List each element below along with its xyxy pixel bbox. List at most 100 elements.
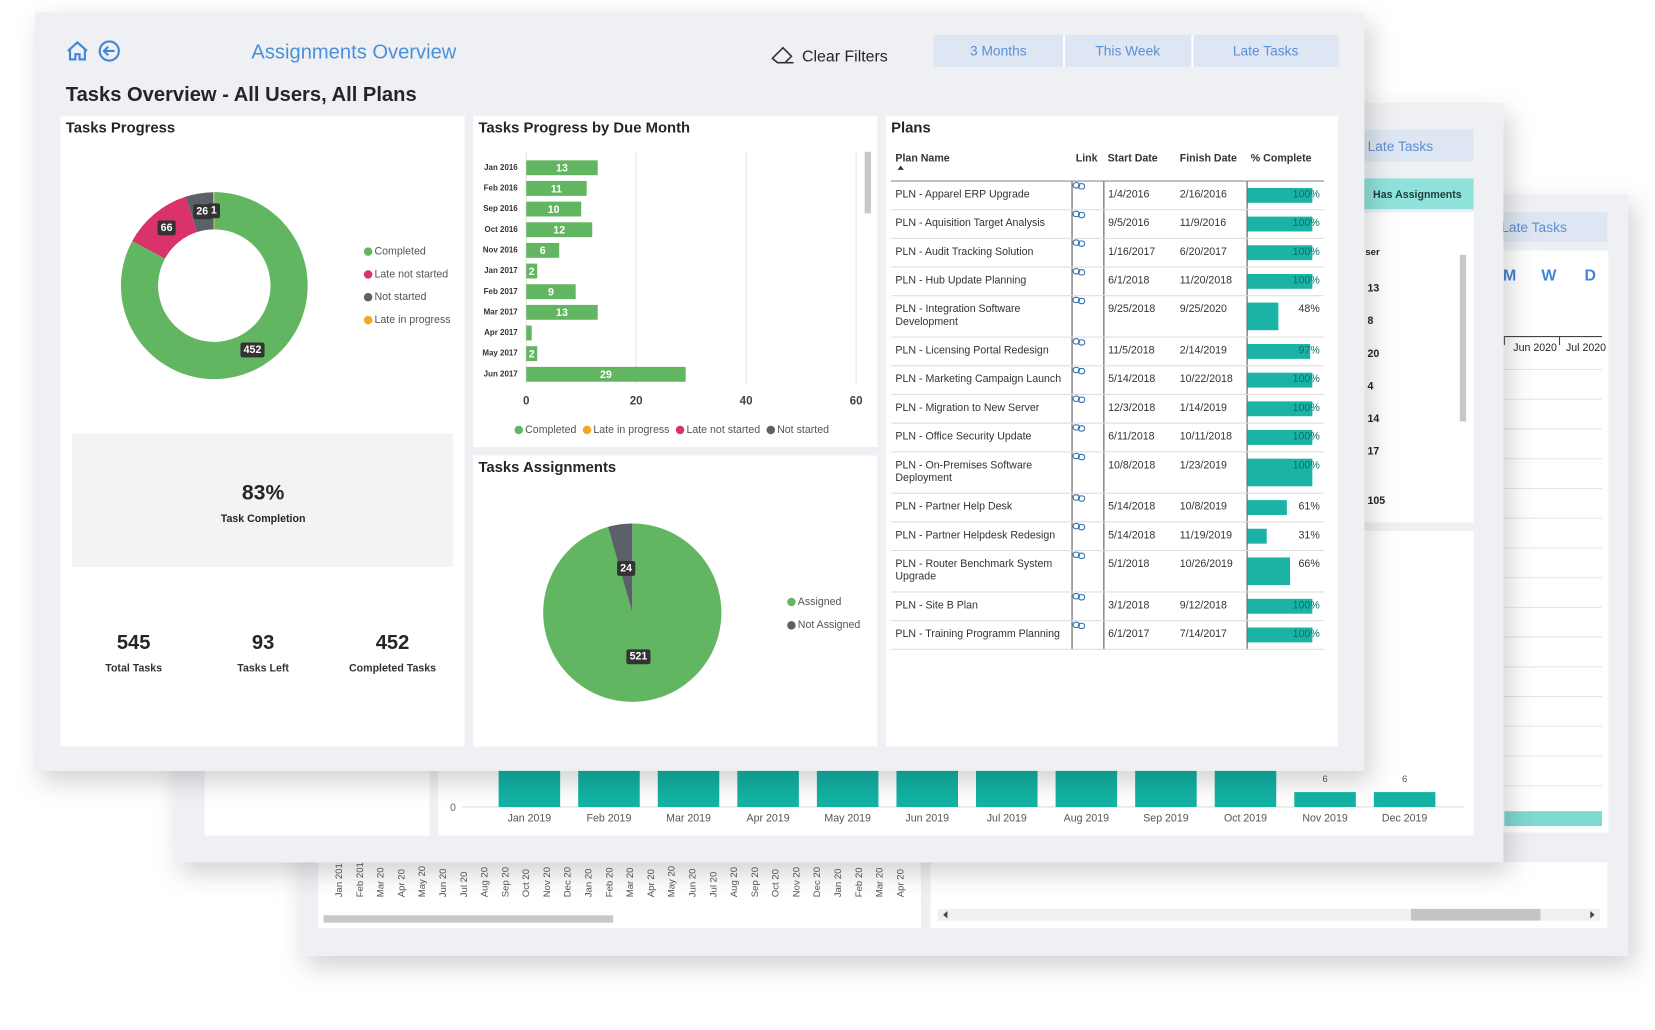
column-header: Finish Date xyxy=(1175,148,1247,182)
link-icon[interactable] xyxy=(1072,239,1085,247)
link-icon[interactable] xyxy=(1072,621,1085,630)
table-body: PLN - Apparel ERP Upgrade 1/4/2016 2/16/20… xyxy=(891,181,1325,650)
column-header-text: % Complete xyxy=(1250,152,1312,165)
scrollbar[interactable] xyxy=(864,151,871,214)
link-icon[interactable] xyxy=(1072,268,1085,276)
y-tick-label: Apr 2017 xyxy=(484,328,518,337)
eraser-icon[interactable] xyxy=(771,46,794,64)
link-icon[interactable] xyxy=(1072,210,1085,219)
column-header: Link xyxy=(1071,148,1104,182)
filter-button[interactable]: Late Tasks xyxy=(1501,220,1567,235)
filter-button[interactable]: This Week xyxy=(1095,44,1160,59)
cell-value: 4 xyxy=(1368,380,1374,392)
link-icon[interactable] xyxy=(1072,551,1085,560)
finish-date: 2/14/2019 xyxy=(1175,337,1248,367)
link-cell xyxy=(1071,394,1104,424)
percent-label: 31% xyxy=(1298,529,1320,542)
timeline-label: Jun 2020 xyxy=(1513,342,1557,354)
bar xyxy=(526,263,538,279)
toggle-button[interactable]: Has Assignments xyxy=(1373,189,1462,201)
plan-name: PLN - Partner Help Desk xyxy=(891,493,1073,523)
start-date: 5/14/2018 xyxy=(1103,521,1176,552)
x-tick-label: 20 xyxy=(630,394,643,407)
x-tick-label: Jan 20 xyxy=(833,869,844,898)
link-icon[interactable] xyxy=(1072,424,1085,432)
label-box xyxy=(207,203,221,219)
link-cell xyxy=(1071,591,1104,622)
sort-indicator xyxy=(897,165,904,170)
y-tick-label: Feb 2016 xyxy=(484,184,519,193)
start-date: 5/14/2018 xyxy=(1103,493,1176,523)
slice xyxy=(120,192,308,380)
data-label: 6 xyxy=(1402,774,1407,785)
link-icon[interactable] xyxy=(1072,296,1085,305)
data-label: 26 xyxy=(193,204,212,220)
link-icon[interactable] xyxy=(1072,182,1085,190)
x-tick-label: Sep 20 xyxy=(500,867,511,897)
table-row: PLN - Office Security Update 6/11/2018 10/… xyxy=(891,423,1325,453)
link-icon[interactable] xyxy=(1072,522,1085,531)
data-label: 2 xyxy=(529,266,535,278)
panel-title: Tasks Assignments xyxy=(478,460,616,476)
app-title: Assignments Overview xyxy=(251,41,456,63)
kpi-value: 93 xyxy=(252,632,274,654)
label-box xyxy=(626,649,651,665)
x-tick-label: Feb 2019 xyxy=(587,812,632,824)
link-cell xyxy=(1071,267,1104,297)
plan-name: PLN - Integration Software Development xyxy=(891,295,1073,338)
filter-button[interactable]: Late Tasks xyxy=(1233,44,1299,59)
x-tick-label: Jul 2019 xyxy=(987,812,1027,824)
y-tick-label: May 2017 xyxy=(482,349,518,358)
y-tick-label: Jun 2017 xyxy=(484,369,519,378)
link-icon[interactable] xyxy=(1072,338,1085,346)
link-icon[interactable] xyxy=(1072,452,1085,461)
data-label-text: 66 xyxy=(161,222,173,234)
home-icon[interactable] xyxy=(67,41,88,61)
plan-name: PLN - Apparel ERP Upgrade xyxy=(891,181,1073,211)
start-date: 6/1/2017 xyxy=(1103,620,1176,650)
legend-label: Completed xyxy=(525,424,576,436)
link-cell xyxy=(1071,238,1104,268)
data-label: 452 xyxy=(240,342,265,358)
timeline-label: Jul 2020 xyxy=(1566,342,1606,354)
scrollbar[interactable] xyxy=(323,915,614,923)
percent-complete: 100% xyxy=(1246,267,1325,297)
filter-button[interactable]: 3 Months xyxy=(970,44,1027,59)
x-tick-label: Oct 2019 xyxy=(1224,812,1267,824)
link-icon[interactable] xyxy=(1072,366,1085,375)
link-icon[interactable] xyxy=(1072,592,1085,601)
back-icon[interactable] xyxy=(98,40,120,62)
clear-filters[interactable]: Clear Filters xyxy=(802,49,888,66)
bar xyxy=(526,304,598,320)
data-label-text: 452 xyxy=(244,344,262,356)
plan-name: PLN - Office Security Update xyxy=(891,423,1073,453)
link-icon[interactable] xyxy=(1072,494,1085,502)
data-label-text: 24 xyxy=(620,562,632,574)
scrollbar[interactable] xyxy=(1459,254,1467,422)
column-header-text: Plan Name xyxy=(895,152,950,165)
scale-button[interactable]: W xyxy=(1541,267,1556,284)
filter-button[interactable]: Late Tasks xyxy=(1368,139,1434,154)
percent-label: 100% xyxy=(1292,275,1320,287)
x-tick-label: 40 xyxy=(740,394,753,407)
legend-swatch xyxy=(363,270,373,279)
scale-button[interactable]: M xyxy=(1503,267,1516,284)
scale-button[interactable]: D xyxy=(1585,267,1596,284)
label-box xyxy=(157,220,176,236)
y-tick-label: Sep 2016 xyxy=(483,204,518,213)
progress-bar xyxy=(1247,344,1310,359)
start-date: 1/4/2016 xyxy=(1103,181,1176,211)
plan-name: PLN - Marketing Campaign Launch xyxy=(891,365,1073,395)
link-icon[interactable] xyxy=(1072,395,1085,403)
x-tick-label: Mar 20 xyxy=(875,867,886,897)
plan-name: PLN - Aquisition Target Analysis xyxy=(891,209,1073,239)
finish-date: 11/19/2019 xyxy=(1175,521,1248,552)
link-cell xyxy=(1071,337,1104,367)
scroll-thumb[interactable] xyxy=(1410,908,1541,921)
legend-label: Assigned xyxy=(798,596,842,608)
filter-button[interactable] xyxy=(1485,212,1608,243)
plan-name: PLN - Router Benchmark System Upgrade xyxy=(891,550,1073,593)
legend-swatch xyxy=(787,621,796,630)
